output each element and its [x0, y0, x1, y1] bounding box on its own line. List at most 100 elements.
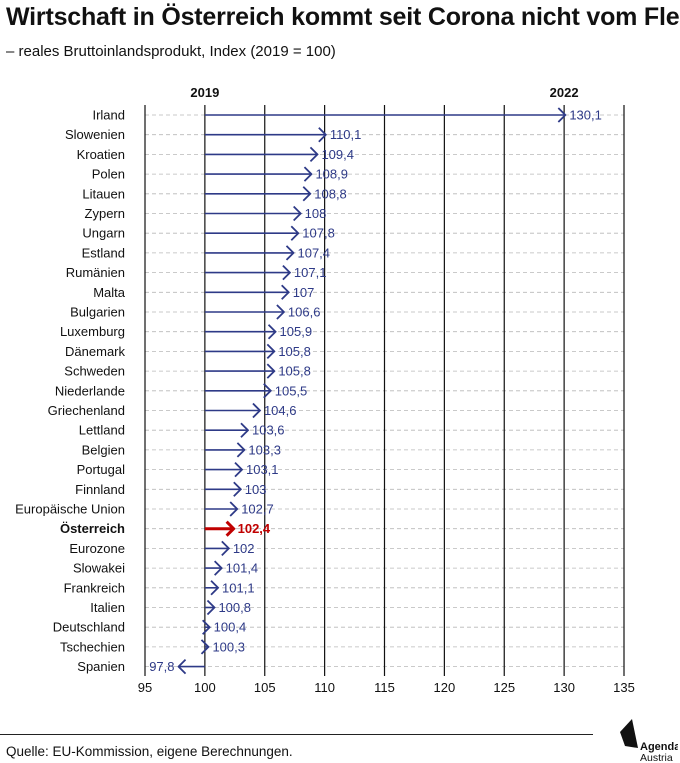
value-label: 107,1 — [294, 265, 327, 280]
chart-subtitle: – reales Bruttoinlandsprodukt, Index (20… — [6, 43, 336, 60]
x-tick-label: 120 — [434, 680, 456, 695]
arrow-head — [309, 146, 319, 163]
category-label: Slowakei — [73, 561, 125, 576]
arrow-head — [303, 166, 313, 182]
arrow-head — [236, 442, 246, 458]
value-label: 102,4 — [238, 521, 271, 536]
category-label: Schweden — [64, 364, 125, 379]
value-label: 108 — [305, 206, 327, 221]
value-label: 101,4 — [226, 561, 259, 576]
x-tick-label: 115 — [374, 680, 395, 695]
arrow-head — [252, 402, 262, 419]
category-label: Rumänien — [66, 265, 125, 280]
value-label: 107,4 — [297, 245, 330, 260]
value-label: 105,5 — [275, 383, 308, 398]
category-label: Finnland — [75, 482, 125, 497]
category-label: Frankreich — [64, 580, 125, 595]
arrow-head — [281, 284, 290, 300]
value-label: 110,1 — [330, 127, 362, 142]
category-label: Litauen — [82, 186, 125, 201]
arrow-head — [200, 639, 210, 655]
logo-line-2: Austria — [640, 752, 673, 762]
category-label: Portugal — [77, 462, 126, 477]
category-label: Ungarn — [82, 226, 125, 241]
source-note: Quelle: EU-Kommission, eigene Berechnung… — [6, 744, 293, 759]
value-label: 103,1 — [246, 462, 279, 477]
year-label: 2022 — [550, 85, 579, 100]
category-label: Griechenland — [48, 403, 125, 418]
arrow-head — [293, 205, 302, 222]
value-label: 100,8 — [218, 600, 251, 615]
value-label: 103 — [245, 482, 267, 497]
value-label: 101,1 — [222, 580, 255, 595]
arrow-head — [221, 540, 231, 557]
value-label: 100,4 — [214, 620, 247, 635]
arrow-head — [285, 245, 295, 261]
value-label: 105,8 — [278, 364, 311, 379]
x-tick-label: 100 — [194, 680, 216, 695]
arrow-head — [233, 481, 243, 497]
logo-line-1: Agenda — [640, 741, 678, 753]
category-label: Malta — [93, 285, 126, 300]
arrow-head — [225, 520, 236, 537]
x-tick-label: 95 — [138, 680, 152, 695]
category-label: Luxemburg — [60, 324, 125, 339]
x-tick-label: 130 — [553, 680, 575, 695]
agenda-austria-logo: Agenda Austria — [620, 719, 678, 762]
category-label: Tschechien — [60, 639, 125, 654]
value-label: 107 — [293, 285, 315, 300]
category-label: Österreich — [60, 521, 125, 536]
arrow-head — [214, 560, 223, 576]
year-label: 2019 — [190, 85, 219, 100]
arrow-head — [267, 324, 277, 340]
value-label: 105,8 — [278, 344, 311, 359]
value-label: 106,6 — [288, 305, 321, 320]
value-label: 103,3 — [248, 442, 281, 457]
x-tick-label: 125 — [493, 680, 515, 695]
arrow-head — [282, 264, 292, 281]
arrow-head — [206, 599, 216, 616]
category-label: Dänemark — [65, 344, 125, 359]
category-label: Polen — [92, 167, 125, 182]
value-label: 130,1 — [569, 108, 602, 123]
arrow-head — [210, 580, 220, 596]
category-label: Deutschland — [53, 620, 125, 635]
category-label: Spanien — [77, 659, 125, 674]
value-label: 107,8 — [302, 226, 335, 241]
arrow-head — [234, 461, 244, 478]
value-label: 109,4 — [321, 147, 354, 162]
logo-mark-icon — [620, 719, 638, 748]
arrow-head — [318, 127, 328, 143]
value-label: 108,8 — [314, 186, 347, 201]
arrow-head — [263, 383, 273, 399]
category-label: Bulgarien — [70, 305, 125, 320]
category-label: Niederlande — [55, 383, 125, 398]
arrow-head — [302, 186, 312, 202]
category-label: Lettland — [79, 423, 125, 438]
category-label: Slowenien — [65, 127, 125, 142]
category-label: Eurozone — [69, 541, 125, 556]
arrow-chart: 95 100 105 110 115 120 125 130 135 2019 2022 Irland… — [15, 85, 635, 695]
x-tick-label: 135 — [613, 680, 635, 695]
category-label: Kroatien — [77, 147, 125, 162]
arrow-head — [557, 107, 567, 123]
x-tick-label: 105 — [254, 680, 276, 695]
value-label: 97,8 — [149, 659, 174, 674]
arrow-head — [276, 304, 286, 320]
category-label: Europäische Union — [15, 502, 125, 517]
value-label: 102,7 — [241, 502, 274, 517]
category-label: Zypern — [85, 206, 125, 221]
x-tick-label: 110 — [314, 680, 335, 695]
footer-divider — [0, 734, 593, 735]
value-label: 103,6 — [252, 423, 285, 438]
category-label: Italien — [90, 600, 125, 615]
value-label: 104,6 — [264, 403, 297, 418]
value-label: 105,9 — [280, 324, 313, 339]
value-label: 108,9 — [315, 167, 348, 182]
category-label: Estland — [82, 245, 125, 260]
value-label: 100,3 — [212, 639, 245, 654]
arrow-head — [202, 619, 211, 635]
category-label: Irland — [92, 108, 125, 123]
arrow-head — [266, 343, 276, 360]
arrow-head — [290, 225, 300, 241]
